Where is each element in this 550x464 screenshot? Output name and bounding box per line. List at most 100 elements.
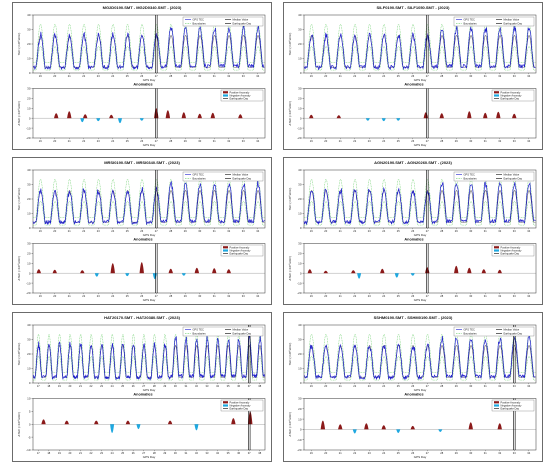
x-tick-label: 34	[527, 74, 530, 78]
x-tick-label: 27	[155, 294, 158, 298]
legend-box	[453, 171, 535, 182]
positive-anomaly-mark	[338, 424, 343, 430]
x-tick-label: 17	[37, 451, 40, 455]
y-tick-label: 30	[298, 28, 302, 32]
x-tick-label: 28	[169, 139, 172, 143]
x-tick-label: 24	[111, 74, 114, 78]
x-tick-label: 21	[339, 139, 342, 143]
x-tick-label: 17	[37, 384, 40, 388]
x-tick-label: 21	[68, 229, 71, 233]
positive-anomaly-mark	[139, 262, 144, 274]
legend-box	[220, 89, 264, 102]
y-tick-label: -10	[297, 126, 302, 130]
positive-anomaly-mark	[309, 114, 314, 119]
x-tick-label: 25	[397, 139, 400, 143]
y-tick-label: 40	[27, 13, 31, 17]
positive-anomaly-mark	[410, 425, 415, 430]
x-axis-label: GPS Day	[143, 388, 156, 392]
legend-box	[182, 171, 264, 182]
x-tick-label: 21	[339, 384, 342, 388]
x-tick-label: 29	[455, 294, 458, 298]
x-tick-label: 28	[169, 294, 172, 298]
y-axis-label: TEC (×10¹⁶el/m²)	[17, 33, 21, 56]
x-tick-label: 19	[310, 384, 313, 388]
x-tick-label: 22	[353, 384, 356, 388]
x-tick-label: 38	[258, 451, 261, 455]
legend-label: Boundaries	[464, 332, 478, 336]
x-tick-label: 31	[484, 451, 487, 455]
x-tick-label: 19	[58, 451, 61, 455]
legend-label: Positive Anomaly	[501, 400, 521, 404]
positive-anomaly-mark	[125, 420, 131, 425]
y-tick-label: 10	[27, 262, 31, 266]
positive-anomaly-mark	[197, 113, 202, 119]
legend-label: Negative Anomaly	[230, 94, 252, 98]
y-tick-label: -5	[28, 435, 31, 439]
positive-anomaly-mark	[165, 110, 171, 119]
legend-label: GPS TEC	[193, 328, 204, 332]
gps-tec-line	[32, 180, 265, 226]
legend-label: Earthquake Day	[233, 177, 252, 181]
x-tick-label: 30	[198, 74, 201, 78]
anomalies-title: Anomalies	[404, 83, 423, 87]
y-tick-label: 40	[298, 323, 302, 327]
positive-anomaly-mark	[167, 420, 173, 425]
x-tick-label: 31	[484, 384, 487, 388]
x-tick-label: 19	[310, 451, 313, 455]
x-tick-label: 33	[242, 139, 245, 143]
negative-anomaly-mark	[110, 424, 115, 433]
x-tick-label: 26	[140, 74, 143, 78]
x-tick-label: 22	[353, 451, 356, 455]
legend-label: Median Value	[504, 18, 520, 22]
gps-tec-line	[303, 335, 536, 381]
legend-swatch	[494, 404, 499, 407]
y-tick-label: -10	[26, 126, 31, 130]
y-tick-label: 10	[298, 367, 302, 371]
gps-tec-line	[303, 25, 536, 71]
chart-svg: 0 10 20 30 40 TEC (×10¹⁶el/m²) 19 20 21 22 23 24 25 2…	[17, 168, 266, 302]
positive-anomaly-mark	[423, 112, 428, 119]
positive-anomaly-mark	[323, 270, 328, 274]
x-tick-label: 20	[324, 139, 327, 143]
x-tick-label: 27	[426, 74, 429, 78]
x-tick-label: 21	[339, 229, 342, 233]
y-tick-label: 0	[29, 116, 31, 120]
x-tick-label: 29	[455, 384, 458, 388]
positive-anomaly-mark	[381, 425, 386, 430]
lower-boundary-line	[33, 201, 265, 226]
y-tick-label: 30	[298, 397, 302, 401]
x-tick-label: 19	[39, 294, 42, 298]
x-tick-label: 23	[368, 384, 371, 388]
x-tick-label: 33	[513, 451, 516, 455]
x-tick-label: 26	[411, 74, 414, 78]
x-tick-label: 31	[213, 74, 216, 78]
x-tick-label: 21	[339, 294, 342, 298]
legend-box	[182, 16, 264, 27]
x-tick-label: 31	[213, 229, 216, 233]
upper-boundary-line	[33, 24, 265, 63]
y-tick-label: 20	[27, 42, 31, 46]
x-tick-label: 27	[142, 451, 145, 455]
legend-label: Negative Anomaly	[230, 404, 252, 408]
y-tick-label: 30	[27, 338, 31, 342]
legend-label: Boundaries	[193, 332, 207, 336]
x-tick-label: 34	[527, 139, 530, 143]
legend-label: Median Value	[504, 328, 520, 332]
x-tick-label: 32	[195, 384, 198, 388]
x-axis-label: GPS Day	[414, 298, 427, 302]
x-tick-label: 22	[353, 74, 356, 78]
x-tick-label: 33	[242, 229, 245, 233]
legend-label: GPS TEC	[464, 173, 475, 177]
x-tick-label: 32	[498, 139, 501, 143]
lower-boundary-line	[304, 356, 536, 381]
x-tick-label: 27	[426, 229, 429, 233]
legend-swatch	[494, 91, 499, 94]
x-tick-label: 28	[169, 74, 172, 78]
y-tick-label: 40	[298, 168, 302, 172]
legend-label: Earthquake Day	[230, 407, 249, 411]
y-axis-label: TEC (×10¹⁶el/m²)	[17, 188, 21, 211]
x-tick-label: 22	[82, 229, 85, 233]
anomalies-title: Anomalies	[133, 393, 152, 397]
y-tick-label: 10	[298, 212, 302, 216]
